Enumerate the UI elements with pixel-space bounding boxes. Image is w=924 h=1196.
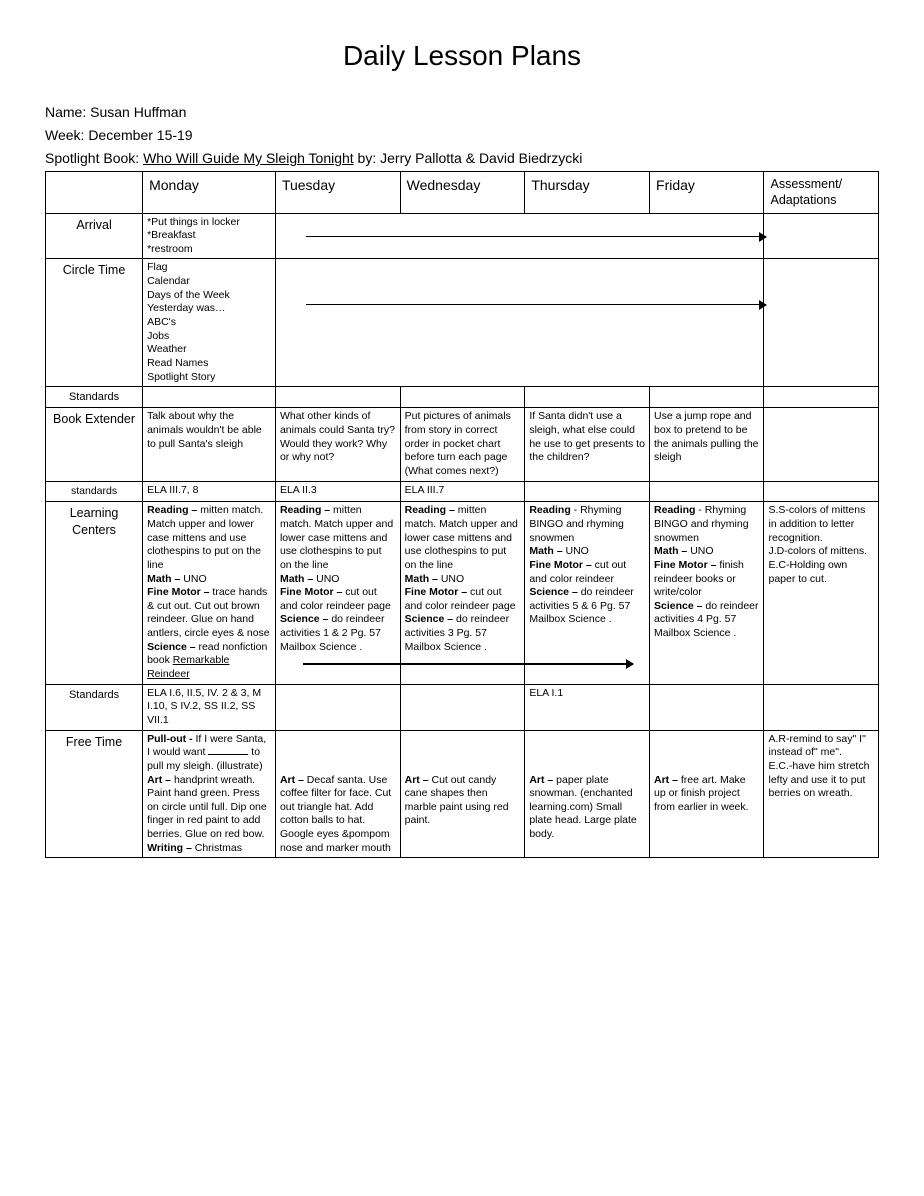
row-standards-1: Standards — [46, 387, 879, 408]
row-circle-time: Circle Time Flag Calendar Days of the We… — [46, 259, 879, 387]
arrival-assess — [764, 213, 879, 259]
row-standards-3: Standards ELA I.6, II.5, IV. 2 & 3, M I.… — [46, 684, 879, 730]
standards1-assess — [764, 387, 879, 408]
circle-assess — [764, 259, 879, 387]
book-ext-wed: Put pictures of animals from story in co… — [400, 408, 525, 481]
lesson-plan-table: Monday Tuesday Wednesday Thursday Friday… — [45, 171, 879, 858]
row-free-time: Free Time Pull-out - If I were Santa, I … — [46, 730, 879, 858]
row-book-extender: Book Extender Talk about why the animals… — [46, 408, 879, 481]
col-wednesday: Wednesday — [400, 172, 525, 214]
book-ext-assess — [764, 408, 879, 481]
standards1-mon — [143, 387, 276, 408]
standards3-label: Standards — [46, 684, 143, 730]
free-mon: Pull-out - If I were Santa, I would want… — [143, 730, 276, 858]
table-header-row: Monday Tuesday Wednesday Thursday Friday… — [46, 172, 879, 214]
circle-mon: Flag Calendar Days of the Week Yesterday… — [143, 259, 276, 387]
standards1-tue — [275, 387, 400, 408]
col-monday: Monday — [143, 172, 276, 214]
arrival-mon: *Put things in locker *Breakfast *restro… — [143, 213, 276, 259]
row-standards-2: standards ELA III.7, 8 ELA II.3 ELA III.… — [46, 481, 879, 502]
col-friday: Friday — [650, 172, 764, 214]
standards3-mon: ELA I.6, II.5, IV. 2 & 3, M I.10, S IV.2… — [143, 684, 276, 730]
circle-label: Circle Time — [46, 259, 143, 387]
standards3-fri — [650, 684, 764, 730]
learning-tue: Reading – mitten match. Match upper and … — [275, 502, 400, 684]
standards1-thu — [525, 387, 650, 408]
col-blank — [46, 172, 143, 214]
standards1-fri — [650, 387, 764, 408]
header-name: Name: Susan Huffman — [45, 102, 879, 123]
book-ext-thu: If Santa didn't use a sleigh, what else … — [525, 408, 650, 481]
col-assessment: Assessment/ Adaptations — [764, 172, 879, 214]
arrow-icon — [306, 304, 766, 306]
learning-thu: Reading - Rhyming BINGO and rhyming snow… — [525, 502, 650, 684]
learning-fri: Reading - Rhyming BINGO and rhyming snow… — [650, 502, 764, 684]
arrow-icon — [303, 663, 633, 665]
page-title: Daily Lesson Plans — [45, 40, 879, 72]
standards2-tue: ELA II.3 — [275, 481, 400, 502]
row-learning-centers: Learning Centers Reading – mitten match.… — [46, 502, 879, 684]
learning-wed: Reading – mitten match. Match upper and … — [400, 502, 525, 684]
book-ext-label: Book Extender — [46, 408, 143, 481]
standards1-wed — [400, 387, 525, 408]
standards2-label: standards — [46, 481, 143, 502]
week-value: December 15-19 — [88, 127, 192, 143]
book-title: Who Will Guide My Sleigh Tonight — [143, 150, 354, 166]
free-assess: A.R-remind to say" I" instead of" me". E… — [764, 730, 879, 858]
standards2-fri — [650, 481, 764, 502]
standards2-mon: ELA III.7, 8 — [143, 481, 276, 502]
standards3-thu: ELA I.1 — [525, 684, 650, 730]
book-ext-mon: Talk about why the animals wouldn't be a… — [143, 408, 276, 481]
standards2-assess — [764, 481, 879, 502]
free-thu: Art – paper plate snowman. (enchanted le… — [525, 730, 650, 858]
arrow-icon — [306, 236, 766, 238]
arrival-label: Arrival — [46, 213, 143, 259]
standards2-wed: ELA III.7 — [400, 481, 525, 502]
free-wed: Art – Cut out candy cane shapes then mar… — [400, 730, 525, 858]
standards3-assess — [764, 684, 879, 730]
name-value: Susan Huffman — [90, 104, 186, 120]
free-tue: Art – Decaf santa. Use coffee filter for… — [275, 730, 400, 858]
book-ext-tue: What other kinds of animals could Santa … — [275, 408, 400, 481]
book-ext-fri: Use a jump rope and box to pretend to be… — [650, 408, 764, 481]
free-fri: Art – free art. Make up or finish projec… — [650, 730, 764, 858]
learning-label: Learning Centers — [46, 502, 143, 684]
free-label: Free Time — [46, 730, 143, 858]
standards2-thu — [525, 481, 650, 502]
standards3-wed — [400, 684, 525, 730]
book-author: by: Jerry Pallotta & David Biedrzycki — [354, 150, 583, 166]
arrival-arrow-cell — [275, 213, 764, 259]
learning-assess: S.S-colors of mittens in addition to let… — [764, 502, 879, 684]
book-label: Spotlight Book: — [45, 150, 143, 166]
name-label: Name: — [45, 104, 90, 120]
header-book: Spotlight Book: Who Will Guide My Sleigh… — [45, 148, 879, 169]
learning-mon: Reading – mitten match. Match upper and … — [143, 502, 276, 684]
circle-arrow-cell — [275, 259, 764, 387]
col-tuesday: Tuesday — [275, 172, 400, 214]
week-label: Week: — [45, 127, 88, 143]
standards1-label: Standards — [46, 387, 143, 408]
row-arrival: Arrival *Put things in locker *Breakfast… — [46, 213, 879, 259]
header-week: Week: December 15-19 — [45, 125, 879, 146]
standards3-tue — [275, 684, 400, 730]
col-thursday: Thursday — [525, 172, 650, 214]
